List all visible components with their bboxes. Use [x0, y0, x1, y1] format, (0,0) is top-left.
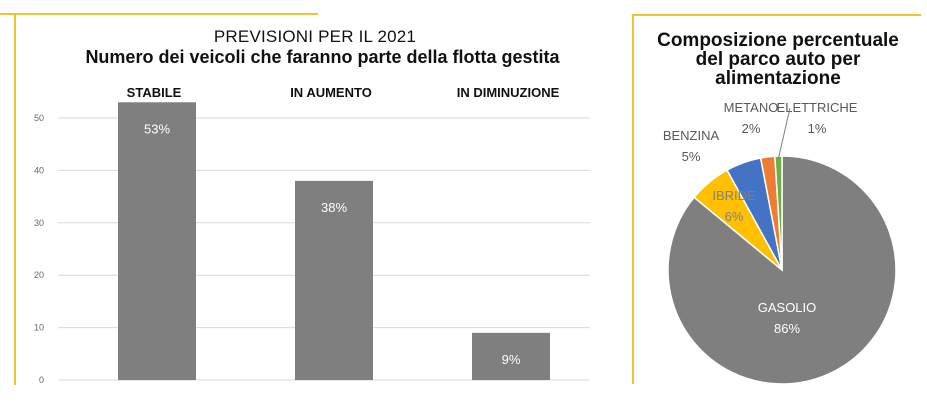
pie-chart-panel: Composizione percentuale del parco auto … [630, 0, 927, 385]
bar-chart-panel: PREVISIONI PER IL 2021 Numero dei veicol… [0, 13, 590, 385]
slice-value-label: 1% [808, 121, 827, 136]
bar-data-label: 9% [502, 352, 521, 367]
leader-line [778, 107, 791, 159]
slice-value-label: 5% [682, 149, 701, 164]
pie-slice [774, 155, 783, 271]
slice-value-label: 86% [774, 321, 800, 336]
leader-line [767, 157, 770, 160]
slice-value-label: 2% [742, 121, 761, 136]
y-tick-label: 40 [34, 165, 44, 175]
y-tick-label: 10 [34, 323, 44, 333]
bar-chart-subtitle: Numero dei veicoli che faranno parte del… [85, 47, 560, 67]
category-label: IN DIMINUZIONE [457, 85, 560, 100]
y-tick-label: 0 [39, 375, 44, 385]
y-tick-label: 30 [34, 218, 44, 228]
bar-data-label: 53% [144, 121, 170, 136]
slice-name-label: METANO [724, 100, 779, 115]
bar [295, 180, 373, 380]
y-tick-label: 50 [34, 113, 44, 123]
panel-frame-top [0, 13, 318, 15]
bar-data-label: 38% [321, 200, 347, 215]
panel-frame-side [632, 14, 634, 384]
slice-name-label: GASOLIO [758, 300, 817, 315]
slice-name-label: BENZINA [663, 128, 720, 143]
category-label: IN AUMENTO [290, 85, 372, 100]
y-tick-label: 20 [34, 270, 44, 280]
slice-value-label: 6% [725, 209, 744, 224]
category-label: STABILE [127, 85, 182, 100]
slice-name-label: IBRIDE [712, 188, 756, 203]
bar [118, 102, 196, 380]
pie-chart-title: Composizione percentuale del parco auto … [657, 30, 899, 89]
panel-frame-side [14, 13, 16, 385]
pie-chart-plot: GASOLIO 86% IBRIDE 6% BENZINA 5% METANO 2% ELETT… [663, 100, 897, 385]
panel-frame-top [634, 14, 921, 16]
bar-chart-plot: 0 10 20 30 40 50 53% STABILE 38% IN AUMENTO 9% IN D… [34, 85, 590, 385]
bar-chart-title: PREVISIONI PER IL 2021 [213, 27, 417, 46]
bar [472, 332, 550, 380]
slice-name-label: ELETTRICHE [777, 100, 858, 115]
